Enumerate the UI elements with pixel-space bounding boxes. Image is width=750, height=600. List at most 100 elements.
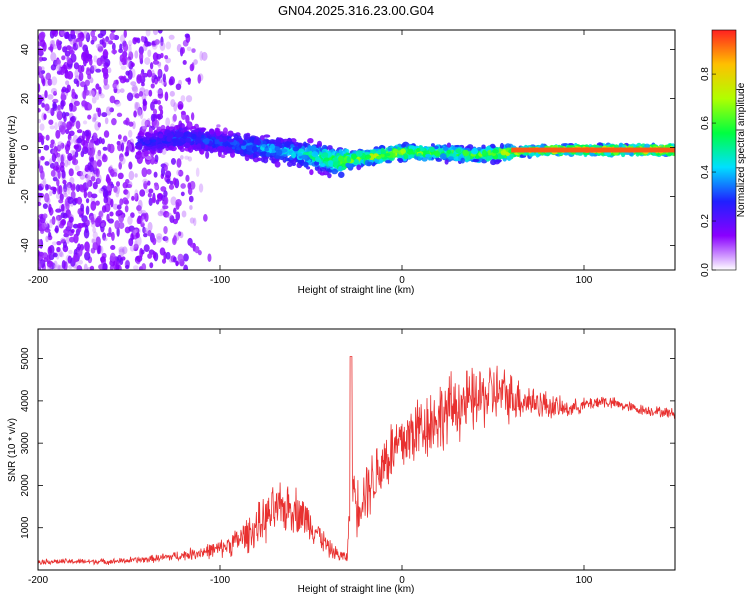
spectrogram-cell: [113, 99, 120, 105]
spectrogram-cell: [46, 223, 50, 231]
spectrogram-cell: [164, 91, 169, 102]
spectrogram-cell: [183, 253, 189, 262]
spectrogram-cell: [401, 143, 406, 148]
spectrogram-cell: [136, 205, 142, 212]
spectrogram-cell: [263, 134, 271, 138]
spectrogram-cell: [222, 127, 228, 135]
spectrogram-cell: [141, 167, 148, 178]
spectrogram-cell: [110, 244, 116, 251]
spectrogram-cell: [51, 153, 57, 163]
spectrogram-cell: [46, 254, 51, 265]
spectrogram-cell: [128, 181, 133, 189]
spectrogram-cell: [200, 143, 206, 150]
spectrogram-cell: [165, 117, 171, 127]
spectrogram-cell: [38, 156, 42, 165]
spectrogram-cell: [85, 178, 91, 189]
spectrogram-cell: [84, 130, 90, 137]
colorbar-tick-label: 0.0: [700, 263, 711, 277]
spectrogram-cell: [97, 122, 101, 128]
spectrogram-cell: [62, 188, 68, 195]
spectrogram-cell: [128, 225, 135, 232]
spectrogram-cell: [82, 120, 88, 125]
spectrogram-cell: [148, 188, 154, 194]
spectrogram-frame: [37, 29, 676, 271]
spectrogram-cell: [122, 135, 128, 143]
spectrogram-cell: [125, 145, 129, 156]
spectrogram-cell: [105, 106, 112, 116]
spectrogram-cell: [55, 66, 61, 72]
spectrogram-cell: [161, 258, 167, 264]
spectrogram-cell: [93, 55, 98, 63]
spectrogram-cell: [644, 143, 651, 149]
spectrogram-cell: [472, 159, 479, 163]
spectrogram-cell: [100, 222, 105, 228]
spectrogram-cell: [227, 138, 234, 143]
spectrogram-cell: [86, 169, 92, 180]
spectrogram-cell: [102, 232, 107, 241]
spectrogram-cell: [157, 210, 164, 217]
spectrogram-cell: [197, 250, 202, 256]
spectrogram-cell: [107, 190, 112, 196]
spectrogram-cell: [264, 147, 270, 152]
spectrogram-cell: [128, 121, 134, 127]
spectrogram-cell: [446, 149, 452, 154]
spectrogram-cell: [385, 159, 391, 164]
spectrogram-cell: [327, 160, 334, 167]
spectrogram-cell: [94, 112, 98, 121]
spectrogram-cell: [53, 161, 58, 166]
spectrogram-cell: [92, 241, 99, 251]
spectrogram-cell: [132, 37, 138, 45]
spectrogram-cell: [143, 89, 150, 97]
colorbar: 0.0 0.2 0.4 0.6 0.8 Normalized spectral ampl…: [700, 29, 747, 277]
spectrogram-cell: [75, 120, 81, 130]
spectrogram-cell: [153, 108, 158, 115]
spectrogram-cell: [157, 100, 162, 105]
spectrogram-cell: [45, 235, 49, 243]
spectrogram-cell: [119, 153, 124, 162]
spectrogram-cell: [57, 153, 62, 163]
spectrogram-cell: [380, 154, 385, 158]
spectrogram-cell: [116, 204, 122, 210]
spectrogram-cell: [133, 110, 137, 118]
spectrogram-cell: [152, 237, 157, 246]
spectrogram-cell: [91, 135, 98, 140]
spectrogram-cell: [55, 215, 60, 222]
spectrogram-cell: [146, 180, 151, 186]
spectrogram-cell: [76, 137, 83, 144]
spectrogram-cell: [158, 133, 164, 139]
spectrogram-cell: [109, 107, 115, 113]
spectrogram-cell: [84, 225, 89, 234]
spectrogram-cell: [142, 226, 146, 234]
spectrogram-cell: [56, 178, 60, 187]
colorbar-gradient: [712, 30, 736, 270]
spectrogram-cell: [163, 196, 169, 206]
spectrogram-cell: [193, 217, 197, 227]
spectrogram-cell: [38, 41, 42, 47]
spectrogram-cell: [164, 64, 169, 72]
spectrogram-cell: [141, 36, 145, 43]
spectrogram-cell: [290, 158, 297, 165]
spectrogram-cell: [134, 102, 140, 111]
spectrogram-cell: [71, 183, 76, 189]
spectrogram-cell: [174, 124, 179, 131]
spectrogram-cell: [162, 236, 169, 242]
spectrogram-cell: [180, 183, 186, 189]
spectrogram-cell: [156, 76, 161, 82]
spectrogram-cell: [38, 201, 42, 207]
spectrogram-cell: [366, 161, 373, 166]
spectrogram-cell: [91, 96, 97, 104]
spectrogram-cell: [102, 237, 108, 242]
spectrogram-cell: [105, 36, 110, 42]
spectrogram-cell: [53, 264, 58, 270]
spectrogram-cell: [378, 159, 384, 164]
spectrogram-cell: [61, 169, 66, 179]
spectrogram-cell: [319, 172, 326, 176]
spectrogram-cell: [97, 149, 102, 157]
spectrogram-cell: [173, 207, 177, 215]
spectrogram-cell: [183, 142, 191, 149]
spectrogram-cell: [143, 244, 150, 252]
spectrogram-cell: [153, 75, 158, 80]
spectrogram-cell: [118, 161, 123, 170]
spectrogram-cell: [353, 159, 359, 164]
